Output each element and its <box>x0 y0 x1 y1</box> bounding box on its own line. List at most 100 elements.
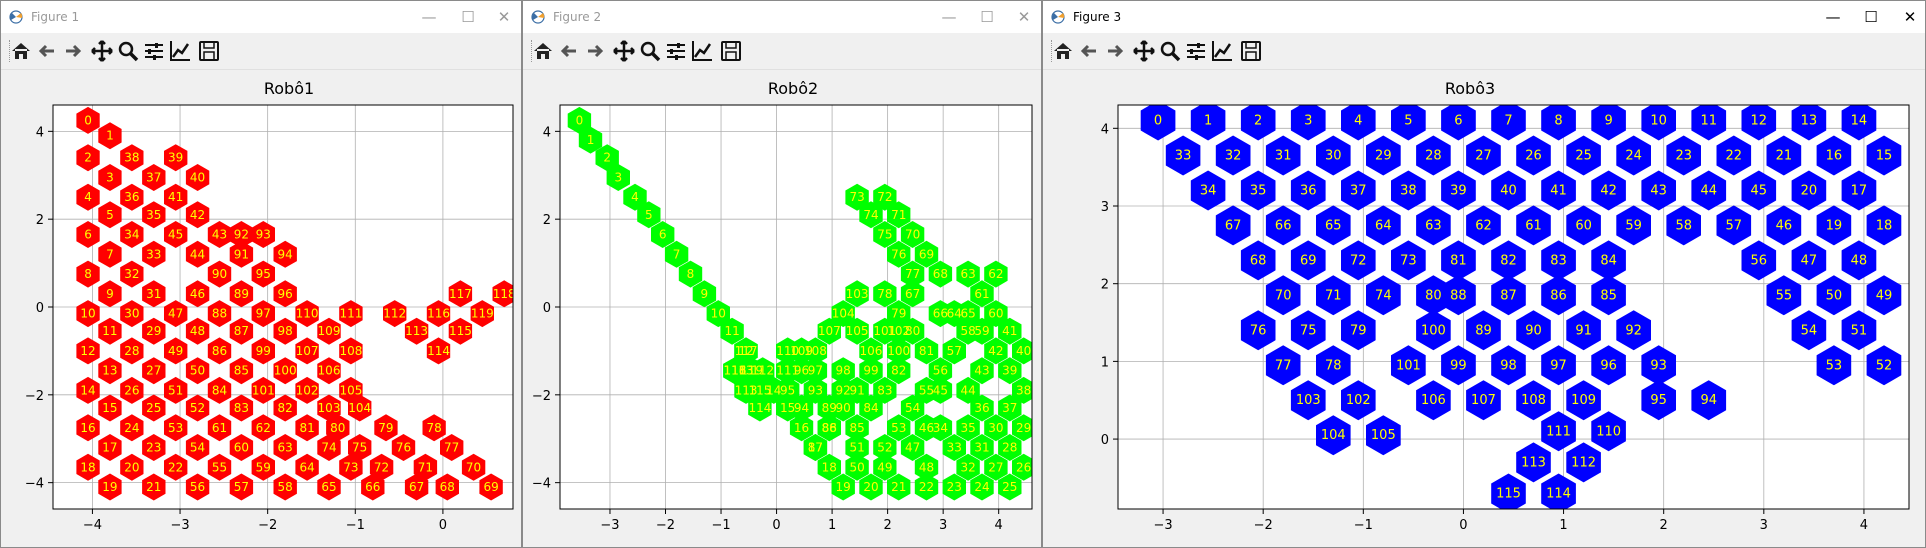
hex-marker <box>339 300 363 328</box>
hex-marker <box>789 414 814 442</box>
save-button[interactable] <box>718 38 744 64</box>
hex-marker <box>845 317 869 345</box>
home-button[interactable] <box>1050 38 1076 64</box>
minimize-button[interactable]: — <box>1825 8 1841 26</box>
hex-marker <box>1290 240 1326 281</box>
home-button[interactable] <box>530 38 556 64</box>
point-label: 63 <box>961 267 976 281</box>
hex-marker <box>1591 170 1626 211</box>
x-tick-label: −3 <box>170 518 189 533</box>
zoom-button[interactable] <box>115 38 141 64</box>
close-button[interactable]: ✕ <box>1903 8 1917 26</box>
point-label: 24 <box>124 421 139 435</box>
point-label: 92 <box>1625 323 1642 338</box>
maximize-button[interactable]: ☐ <box>461 8 475 26</box>
point-label: 18 <box>80 460 95 474</box>
point-label: 36 <box>124 190 139 204</box>
hex-marker <box>845 434 869 461</box>
point-label: 72 <box>374 460 389 474</box>
minimize-button[interactable]: — <box>941 8 957 26</box>
edit-axes-button[interactable] <box>689 38 715 64</box>
point-label: 68 <box>440 480 455 494</box>
save-button[interactable] <box>196 38 222 64</box>
hex-marker <box>748 376 772 404</box>
close-button[interactable]: ✕ <box>1017 8 1031 26</box>
title-bar[interactable]: Figure 2 — ☐ ✕ <box>523 1 1041 33</box>
zoom-button[interactable] <box>1157 38 1183 64</box>
figure-window-2[interactable]: Figure 2 — ☐ ✕ Robô2 0 1 2 3 4 5 6 7 8 9 10 11 12 13 14 1… <box>522 0 1042 548</box>
save-button[interactable] <box>1238 38 1264 64</box>
configure-subplots-button[interactable] <box>663 38 689 64</box>
close-button[interactable]: ✕ <box>497 8 511 26</box>
hex-marker <box>859 473 883 501</box>
point-label: 104 <box>832 307 855 321</box>
point-label: 98 <box>1500 358 1517 373</box>
hex-marker <box>803 376 828 404</box>
figure-window-1[interactable]: Figure 1 — ☐ ✕ Robô1 0 1 2 3 4 5 6 7 8 9 10 11 12 13 14 1… <box>0 0 522 548</box>
plot-canvas[interactable]: 0123456789101112131415161718192021222324… <box>1 1 521 547</box>
hex-marker <box>942 337 966 365</box>
point-label: 49 <box>877 460 892 474</box>
y-tick-label: 0 <box>543 301 551 316</box>
hex-marker <box>1316 205 1351 246</box>
hex-marker <box>404 317 429 345</box>
hex-marker <box>1641 105 1676 141</box>
toolbar-grip <box>1051 40 1054 62</box>
point-label: 58 <box>278 480 293 494</box>
point-label: 28 <box>1425 149 1442 164</box>
point-label: 35 <box>146 208 161 222</box>
hex-marker <box>1290 170 1326 211</box>
configure-subplots-icon <box>667 43 685 60</box>
point-label: 17 <box>1851 183 1868 198</box>
edit-axes-button[interactable] <box>167 38 193 64</box>
title-bar[interactable]: Figure 1 — ☐ ✕ <box>1 1 521 33</box>
pan-button[interactable] <box>89 38 115 64</box>
hex-marker <box>831 394 855 422</box>
forward-button[interactable] <box>1102 38 1128 64</box>
point-label: 66 <box>1275 218 1292 233</box>
point-label: 16 <box>80 421 95 435</box>
maximize-button[interactable]: ☐ <box>1864 8 1878 26</box>
home-button[interactable] <box>8 38 34 64</box>
configure-subplots-button[interactable] <box>141 38 167 64</box>
edit-axes-button[interactable] <box>1209 38 1235 64</box>
point-label: 110 <box>776 344 799 358</box>
point-label: 93 <box>1650 358 1667 373</box>
configure-subplots-button[interactable] <box>1183 38 1209 64</box>
hex-marker <box>76 414 100 442</box>
hex-marker <box>928 357 953 385</box>
hex-marker <box>1391 170 1426 211</box>
hex-marker <box>817 317 841 345</box>
y-tick-label: 3 <box>1101 200 1109 215</box>
hex-marker <box>251 260 275 288</box>
hex-marker <box>887 240 911 268</box>
hex-marker <box>98 240 122 268</box>
point-label: 88 <box>1450 288 1467 303</box>
back-button[interactable] <box>34 38 60 64</box>
point-label: 5 <box>1404 114 1412 129</box>
forward-button[interactable] <box>60 38 86 64</box>
figure-window-3[interactable]: Figure 3 — ☐ ✕ Robô3 0 1 2 3 4 5 6 7 8 9 10 11 12 13 14 1… <box>1042 0 1926 548</box>
hex-marker <box>383 300 407 328</box>
point-label: 69 <box>1300 253 1317 268</box>
back-button[interactable] <box>1076 38 1102 64</box>
pan-button[interactable] <box>611 38 637 64</box>
hex-marker <box>887 317 911 345</box>
point-label: 61 <box>974 287 989 301</box>
pan-button[interactable] <box>1131 38 1157 64</box>
back-button[interactable] <box>556 38 582 64</box>
point-label: 8 <box>687 267 695 281</box>
title-bar[interactable]: Figure 3 — ☐ ✕ <box>1043 1 1925 33</box>
zoom-button[interactable] <box>637 38 663 64</box>
hex-marker <box>873 183 897 211</box>
hex-marker <box>1541 240 1576 281</box>
maximize-button[interactable]: ☐ <box>980 8 994 26</box>
hex-marker <box>98 317 122 345</box>
hex-marker <box>859 337 883 365</box>
y-tick-label: 0 <box>36 301 44 316</box>
minimize-button[interactable]: — <box>421 8 437 26</box>
hex-marker <box>251 337 275 365</box>
forward-button[interactable] <box>582 38 608 64</box>
